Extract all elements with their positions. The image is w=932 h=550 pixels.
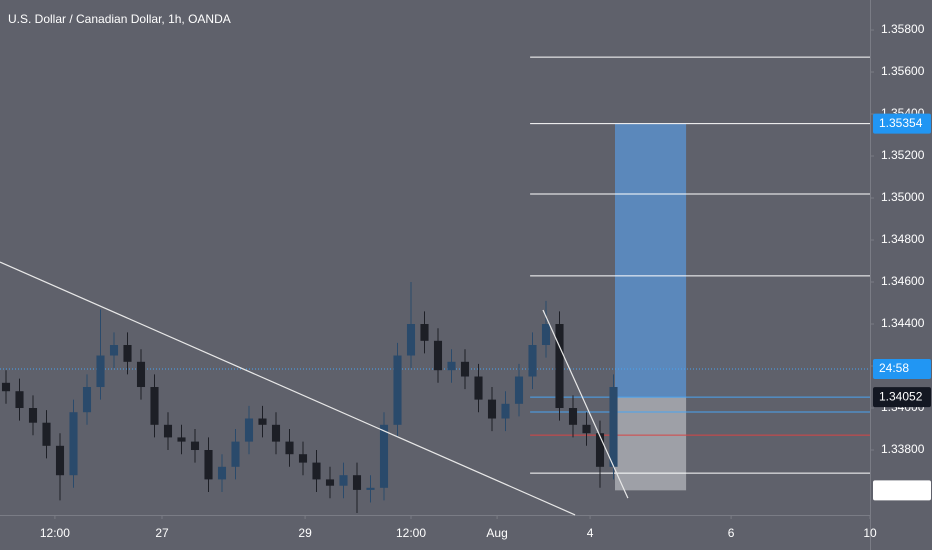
y-tick-label: 1.35600: [881, 64, 925, 78]
candle-body: [501, 403, 510, 419]
candle-body: [150, 387, 159, 425]
candle-body: [1, 382, 11, 392]
candle-body: [217, 466, 227, 480]
candle-body: [28, 408, 38, 423]
trend-line: [542, 309, 629, 499]
candle-body: [379, 424, 389, 488]
candle-body: [190, 441, 200, 451]
candle-body: [555, 324, 564, 409]
candle-body: [96, 355, 105, 388]
y-tick-label: 1.35800: [881, 22, 925, 36]
candle-body: [474, 376, 483, 400]
candle-body: [42, 422, 51, 446]
candle-body: [312, 462, 321, 480]
candle-body: [55, 445, 65, 476]
price-badge: [873, 113, 931, 134]
price-badge-label: 1.35354: [879, 116, 923, 130]
candle-body: [487, 399, 497, 419]
x-tick-label: 12:00: [396, 526, 426, 540]
candle-body: [123, 345, 132, 362]
candle-body: [231, 441, 240, 467]
candle-body: [15, 391, 24, 409]
candle-body: [393, 355, 402, 425]
candle-body: [420, 324, 429, 341]
candle-body: [568, 408, 578, 425]
price-badge: [873, 480, 931, 501]
candle-body: [136, 361, 146, 388]
candle-body: [109, 345, 119, 356]
x-tick-label: 12:00: [40, 526, 70, 540]
candle-body: [177, 437, 186, 442]
candle-body: [285, 441, 294, 455]
candle-body: [447, 361, 456, 371]
candle-body: [460, 361, 470, 377]
candle-body: [433, 340, 443, 371]
candle-body: [163, 424, 173, 438]
y-tick-label: 1.34600: [881, 274, 925, 288]
candle-body: [595, 433, 605, 467]
candle-body: [352, 475, 362, 490]
candle-body: [244, 418, 254, 442]
chart-title: U.S. Dollar / Canadian Dollar, 1h, OANDA: [8, 12, 231, 26]
candle-body: [82, 387, 92, 413]
price-badge: [873, 358, 931, 379]
position-zone: [615, 397, 687, 491]
position-zone: [615, 123, 687, 398]
x-tick-label: 6: [728, 526, 735, 540]
candle-body: [298, 454, 308, 463]
candle-body: [325, 479, 335, 486]
candle-body: [366, 487, 375, 490]
y-tick-label: 1.35000: [881, 190, 925, 204]
candle-body: [582, 424, 591, 434]
price-badge-label: 1.34052: [879, 389, 923, 403]
candle-body: [609, 387, 618, 467]
x-tick-label: Aug: [486, 526, 507, 540]
candle-body: [528, 345, 537, 377]
candle-body: [69, 412, 78, 476]
y-tick-label: 1.35200: [881, 148, 925, 162]
candle-body: [514, 376, 524, 404]
y-tick-label: 1.34400: [881, 316, 925, 330]
candle-body: [541, 324, 551, 346]
price-badge-label: 1.33608: [879, 482, 923, 496]
candle-body: [204, 450, 213, 480]
x-tick-label: 4: [587, 526, 594, 540]
x-tick-label: 29: [298, 526, 312, 540]
candle-body: [258, 418, 267, 425]
candle-body: [339, 475, 348, 486]
x-tick-label: 10: [863, 526, 877, 540]
price-badge-label: 24:58: [879, 361, 909, 375]
candle-body: [406, 324, 416, 356]
y-tick-label: 1.33800: [881, 442, 925, 456]
price-badge: [873, 387, 931, 408]
y-tick-label: 1.34800: [881, 232, 925, 246]
candle-body: [271, 424, 281, 442]
trend-line: [0, 261, 576, 516]
x-tick-label: 27: [155, 526, 169, 540]
